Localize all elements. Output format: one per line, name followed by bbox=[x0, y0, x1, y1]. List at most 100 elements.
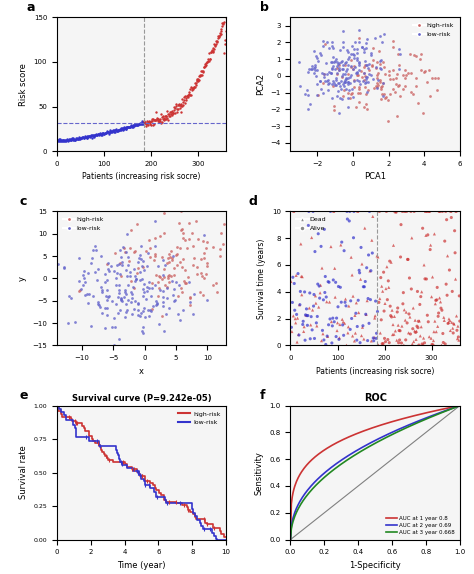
Point bbox=[347, 61, 355, 71]
Point bbox=[455, 332, 462, 342]
Point bbox=[432, 327, 440, 336]
Point bbox=[320, 69, 328, 78]
Point bbox=[139, 329, 147, 338]
Point bbox=[376, 32, 384, 41]
Point bbox=[173, 261, 180, 270]
Point bbox=[84, 131, 91, 140]
Point bbox=[91, 132, 98, 141]
Point bbox=[291, 279, 298, 288]
Point bbox=[128, 351, 135, 360]
Point bbox=[422, 231, 430, 240]
Point bbox=[121, 288, 129, 297]
Point bbox=[139, 263, 147, 272]
Point bbox=[387, 311, 394, 320]
Point bbox=[82, 133, 90, 142]
Point bbox=[117, 125, 124, 134]
Point bbox=[400, 71, 407, 80]
Point bbox=[155, 292, 162, 301]
Point bbox=[160, 208, 167, 217]
Point bbox=[362, 99, 370, 108]
Point bbox=[221, 40, 228, 49]
Point bbox=[348, 84, 356, 93]
Point bbox=[94, 130, 102, 139]
Point bbox=[87, 131, 95, 141]
Point bbox=[361, 282, 368, 292]
Point bbox=[386, 257, 393, 266]
Point bbox=[360, 68, 368, 77]
Point bbox=[439, 338, 447, 347]
Point bbox=[444, 319, 452, 328]
Point bbox=[313, 312, 321, 321]
Point bbox=[407, 87, 415, 96]
Point bbox=[405, 328, 412, 338]
Point bbox=[190, 289, 198, 298]
Point bbox=[116, 246, 124, 255]
Point bbox=[444, 251, 451, 261]
Point bbox=[347, 296, 355, 305]
Point bbox=[145, 117, 153, 126]
Point bbox=[356, 58, 363, 67]
Point bbox=[139, 307, 146, 316]
Point bbox=[87, 130, 94, 139]
Point bbox=[350, 83, 357, 92]
Point bbox=[314, 56, 322, 65]
Point bbox=[177, 283, 185, 292]
Point bbox=[431, 316, 438, 325]
Point bbox=[140, 288, 148, 297]
Point bbox=[127, 121, 135, 130]
Point bbox=[331, 81, 338, 90]
Point bbox=[133, 121, 140, 130]
Point bbox=[404, 68, 412, 77]
Point bbox=[168, 111, 176, 120]
Point bbox=[385, 283, 392, 292]
Point bbox=[377, 83, 384, 92]
Point bbox=[203, 58, 210, 67]
Point bbox=[404, 255, 412, 264]
Point bbox=[376, 294, 383, 303]
Point bbox=[343, 65, 351, 74]
Point bbox=[120, 292, 128, 301]
Point bbox=[344, 55, 352, 64]
Point bbox=[319, 79, 327, 88]
Point bbox=[384, 335, 392, 344]
Point bbox=[159, 301, 167, 311]
Point bbox=[319, 326, 326, 335]
Point bbox=[136, 119, 144, 128]
Point bbox=[158, 312, 165, 321]
Point bbox=[324, 38, 331, 47]
Point bbox=[367, 336, 375, 346]
Point bbox=[380, 267, 387, 277]
Point bbox=[137, 309, 145, 318]
Point bbox=[312, 298, 319, 308]
Point bbox=[449, 324, 456, 333]
Point bbox=[391, 87, 399, 96]
Point bbox=[112, 124, 120, 133]
Point bbox=[363, 61, 371, 70]
Point bbox=[169, 108, 176, 117]
Point bbox=[344, 77, 352, 86]
Point bbox=[54, 135, 61, 145]
Point bbox=[450, 319, 457, 328]
Point bbox=[203, 261, 210, 270]
Point bbox=[55, 136, 63, 145]
Point bbox=[346, 85, 353, 94]
Point bbox=[318, 336, 325, 346]
Point bbox=[372, 297, 379, 306]
Point bbox=[376, 64, 383, 73]
Point bbox=[299, 272, 306, 281]
Point bbox=[438, 340, 445, 350]
Point bbox=[416, 55, 424, 64]
Point bbox=[97, 130, 104, 139]
Point bbox=[453, 311, 460, 320]
Point bbox=[371, 313, 378, 323]
Point bbox=[165, 303, 173, 312]
Point bbox=[155, 261, 162, 270]
Point bbox=[368, 62, 376, 71]
Point bbox=[325, 67, 333, 76]
Point bbox=[210, 40, 218, 49]
Point bbox=[170, 284, 178, 293]
Text: c: c bbox=[19, 195, 27, 208]
Point bbox=[335, 335, 343, 344]
Point bbox=[381, 94, 389, 103]
Point bbox=[419, 224, 427, 233]
